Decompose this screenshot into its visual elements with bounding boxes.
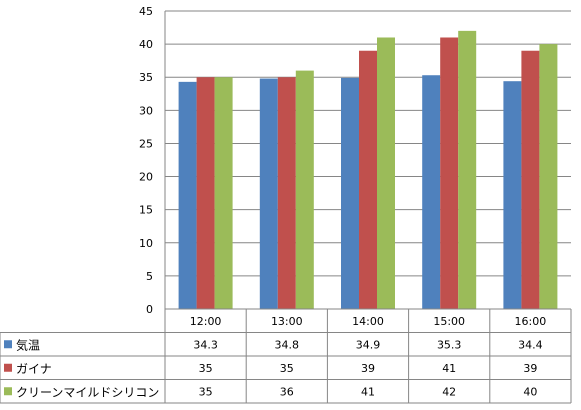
- bar: [503, 81, 522, 309]
- category-label: 13:00: [271, 315, 303, 328]
- y-tick-label: 40: [139, 38, 153, 51]
- data-label: 35: [199, 385, 213, 398]
- data-label: 35: [199, 362, 213, 375]
- bar: [458, 30, 477, 309]
- legend-swatch: [4, 363, 12, 372]
- legend-swatch: [4, 340, 12, 349]
- y-tick-label: 5: [146, 270, 153, 283]
- y-tick-label: 10: [139, 237, 153, 250]
- data-label: 34.8: [275, 338, 300, 351]
- y-tick-label: 15: [139, 204, 153, 217]
- y-tick-label: 25: [139, 137, 153, 150]
- data-label: 36: [280, 385, 294, 398]
- y-axis: 0 5 10 15 20 25 30 35 40 45: [139, 5, 166, 316]
- legend-label: クリーンマイルドシリコン: [16, 385, 159, 399]
- bar: [196, 77, 215, 309]
- bar: [422, 75, 441, 309]
- bar: [178, 81, 197, 309]
- bar: [440, 37, 459, 309]
- bar: [521, 50, 540, 309]
- y-tick-label: 20: [139, 171, 153, 184]
- data-label: 35.3: [437, 338, 462, 351]
- legend-swatch: [4, 387, 12, 396]
- y-tick-label: 0: [146, 303, 153, 316]
- bar: [277, 77, 296, 309]
- data-label: 41: [361, 385, 375, 398]
- data-label: 35: [280, 362, 294, 375]
- y-tick-label: 35: [139, 71, 153, 84]
- bar: [377, 37, 395, 309]
- bar: [341, 77, 359, 309]
- data-label: 39: [361, 362, 375, 375]
- legend-label: 気温: [16, 337, 40, 352]
- legend-label: ガイナ: [16, 362, 52, 376]
- bar: [259, 78, 278, 310]
- data-label: 40: [523, 385, 537, 398]
- data-label: 34.4: [518, 338, 543, 351]
- bar: [214, 77, 233, 309]
- bar: [359, 50, 377, 309]
- category-label: 15:00: [433, 315, 465, 328]
- bar: [295, 70, 314, 309]
- y-tick-label: 30: [139, 104, 153, 117]
- bars: [178, 30, 558, 310]
- y-tick-label: 45: [139, 5, 153, 18]
- data-label: 34.9: [356, 338, 381, 351]
- category-label: 14:00: [352, 315, 384, 328]
- data-table: 12:00 13:00 14:00 15:00 16:00 気温 34.3 34.8 34.9 3…: [0, 308, 572, 404]
- data-label: 39: [523, 362, 537, 375]
- category-label: 16:00: [515, 315, 547, 328]
- data-label: 42: [442, 385, 456, 398]
- category-label: 12:00: [190, 315, 222, 328]
- data-label: 41: [442, 362, 456, 375]
- data-label: 34.3: [193, 338, 218, 351]
- bar: [539, 44, 558, 309]
